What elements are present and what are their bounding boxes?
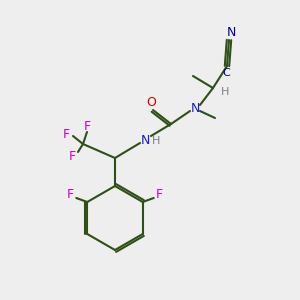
Text: F: F [83, 119, 91, 133]
Text: C: C [222, 68, 230, 78]
Text: F: F [68, 151, 76, 164]
Text: F: F [67, 188, 74, 200]
Text: F: F [156, 188, 163, 200]
Text: O: O [146, 97, 156, 110]
Text: H: H [152, 136, 160, 146]
Text: F: F [62, 128, 70, 142]
Text: N: N [140, 134, 150, 146]
Text: H: H [221, 87, 229, 97]
Text: N: N [226, 26, 236, 38]
Text: N: N [190, 101, 200, 115]
